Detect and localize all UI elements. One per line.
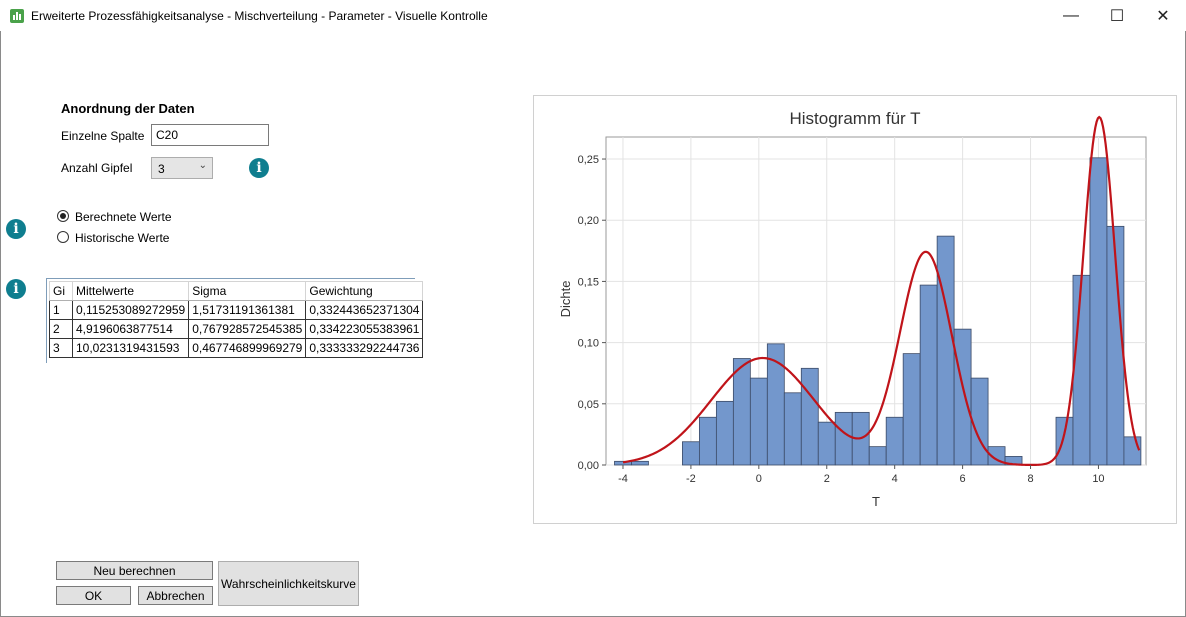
histogram-bar [936, 235, 955, 466]
density-curve [622, 115, 1141, 466]
histogram-bar [749, 377, 768, 466]
histogram-bar [1123, 436, 1142, 466]
histogram-bar [1072, 274, 1091, 466]
table-cell[interactable]: 3 [49, 338, 73, 358]
table-cell[interactable]: 0,767928572545385 [188, 319, 307, 339]
histogram-chart-panel: -4 -2 0 2 4 6 8 10 0,00 0,05 0,10 0,15 0,20 0,25 Hist… [533, 95, 1177, 524]
table-cell[interactable]: 1 [49, 300, 73, 320]
title-bar[interactable]: Erweiterte Prozessfähigkeitsanalyse - Mi… [0, 0, 1186, 31]
column-header[interactable]: Sigma [188, 281, 307, 301]
table-header-row: Gi Mittelwerte Sigma Gewichtung [49, 281, 424, 301]
x-tick-label: -2 [686, 473, 696, 485]
y-tick-label: 0,20 [578, 215, 599, 227]
histogram-bar [732, 358, 751, 466]
histogram-bar [902, 353, 921, 466]
table-row[interactable]: 3 10,0231319431593 0,467746899969279 0,3… [49, 338, 424, 358]
histogram-bar [1106, 225, 1125, 466]
table-row[interactable]: 1 0,115253089272959 1,51731191361381 0,3… [49, 300, 424, 320]
histogram-bar [868, 446, 887, 466]
x-tick-label: 8 [1027, 473, 1033, 485]
column-header[interactable]: Gewichtung [305, 281, 424, 301]
histogram-bar [783, 392, 802, 466]
x-tick-label: 0 [756, 473, 762, 485]
cancel-button[interactable]: Abbrechen [138, 586, 213, 605]
y-tick-label: 0,15 [578, 276, 599, 288]
table-cell[interactable]: 0,333333292244736 [305, 338, 424, 358]
radio-historic-label[interactable]: Historische Werte [75, 231, 170, 245]
window-title: Erweiterte Prozessfähigkeitsanalyse - Mi… [31, 9, 488, 23]
table-row[interactable]: 2 4,9196063877514 0,767928572545385 0,33… [49, 319, 424, 339]
histogram-bar [682, 441, 700, 466]
ok-button[interactable]: OK [56, 586, 131, 605]
x-tick-label: 10 [1092, 473, 1104, 485]
y-tick-label: 0,00 [578, 460, 599, 472]
maximize-button[interactable]: ☐ [1094, 0, 1140, 31]
section-title: Anordnung der Daten [61, 101, 195, 116]
histogram-bar [715, 400, 734, 466]
y-tick-label: 0,10 [578, 338, 599, 350]
table-cell[interactable]: 4,9196063877514 [71, 319, 190, 339]
table-cell[interactable]: 0,332443652371304 [305, 300, 424, 320]
plot-area [605, 136, 1147, 466]
y-tick-label: 0,05 [578, 399, 599, 411]
radio-calculated[interactable] [57, 210, 69, 222]
histogram-bar [970, 377, 989, 466]
histogram-bar [631, 460, 649, 466]
histogram-chart: -4 -2 0 2 4 6 8 10 0,00 0,05 0,10 0,15 0,20 0,25 Hist… [558, 109, 1147, 509]
x-tick-label: 2 [824, 473, 830, 485]
x-axis-label: T [872, 494, 880, 509]
histogram-bar [953, 328, 972, 466]
info-icon[interactable]: i [6, 219, 26, 239]
minitab-chart-icon [10, 9, 24, 23]
chart-title: Histogramm für T [790, 109, 921, 128]
table-cell[interactable]: 1,51731191361381 [188, 300, 307, 320]
minimize-button[interactable]: — [1048, 0, 1094, 31]
parameter-table[interactable]: Gi Mittelwerte Sigma Gewichtung 1 0,1152… [49, 281, 424, 358]
histogram-bar [834, 411, 853, 466]
histogram-bar [1055, 416, 1074, 466]
histogram-bar [817, 421, 836, 466]
x-tick-label: -4 [618, 473, 628, 485]
histogram-bar [698, 416, 717, 466]
histogram-bar [885, 416, 904, 466]
column-header[interactable]: Mittelwerte [71, 281, 190, 301]
histogram-bar [800, 367, 819, 466]
column-label: Einzelne Spalte [61, 129, 145, 143]
table-cell[interactable]: 10,0231319431593 [71, 338, 190, 358]
histogram-bar [1089, 157, 1108, 466]
table-cell[interactable]: 0,334223055383961 [305, 319, 424, 339]
peaks-value: 3 [158, 162, 165, 176]
radio-historic[interactable] [57, 231, 69, 243]
radio-calculated-label[interactable]: Berechnete Werte [75, 210, 172, 224]
peaks-label: Anzahl Gipfel [61, 161, 133, 175]
peaks-dropdown[interactable]: 3 ⌄ [151, 157, 213, 179]
table-cell[interactable]: 0,115253089272959 [71, 300, 190, 320]
probability-curve-button[interactable]: Wahrscheinlichkeitskurve [218, 561, 359, 606]
x-tick-label: 4 [892, 473, 898, 485]
minimize-icon: — [1063, 6, 1079, 24]
info-icon[interactable]: i [6, 279, 26, 299]
table-cell[interactable]: 2 [49, 319, 73, 339]
close-icon: ✕ [1156, 7, 1170, 25]
info-icon[interactable]: i [249, 158, 269, 178]
parameter-grid-frame [46, 278, 415, 363]
recalculate-button[interactable]: Neu berechnen [56, 561, 213, 580]
y-tick-label: 0,25 [578, 154, 599, 166]
table-cell[interactable]: 0,467746899969279 [188, 338, 307, 358]
close-button[interactable]: ✕ [1140, 0, 1186, 31]
maximize-icon: ☐ [1109, 7, 1125, 25]
chevron-down-icon: ⌄ [198, 160, 207, 171]
y-axis-label: Dichte [558, 281, 573, 318]
column-header[interactable]: Gi [49, 281, 73, 301]
histogram-bar [919, 284, 938, 466]
x-tick-label: 6 [960, 473, 966, 485]
column-input[interactable]: C20 [151, 124, 269, 146]
